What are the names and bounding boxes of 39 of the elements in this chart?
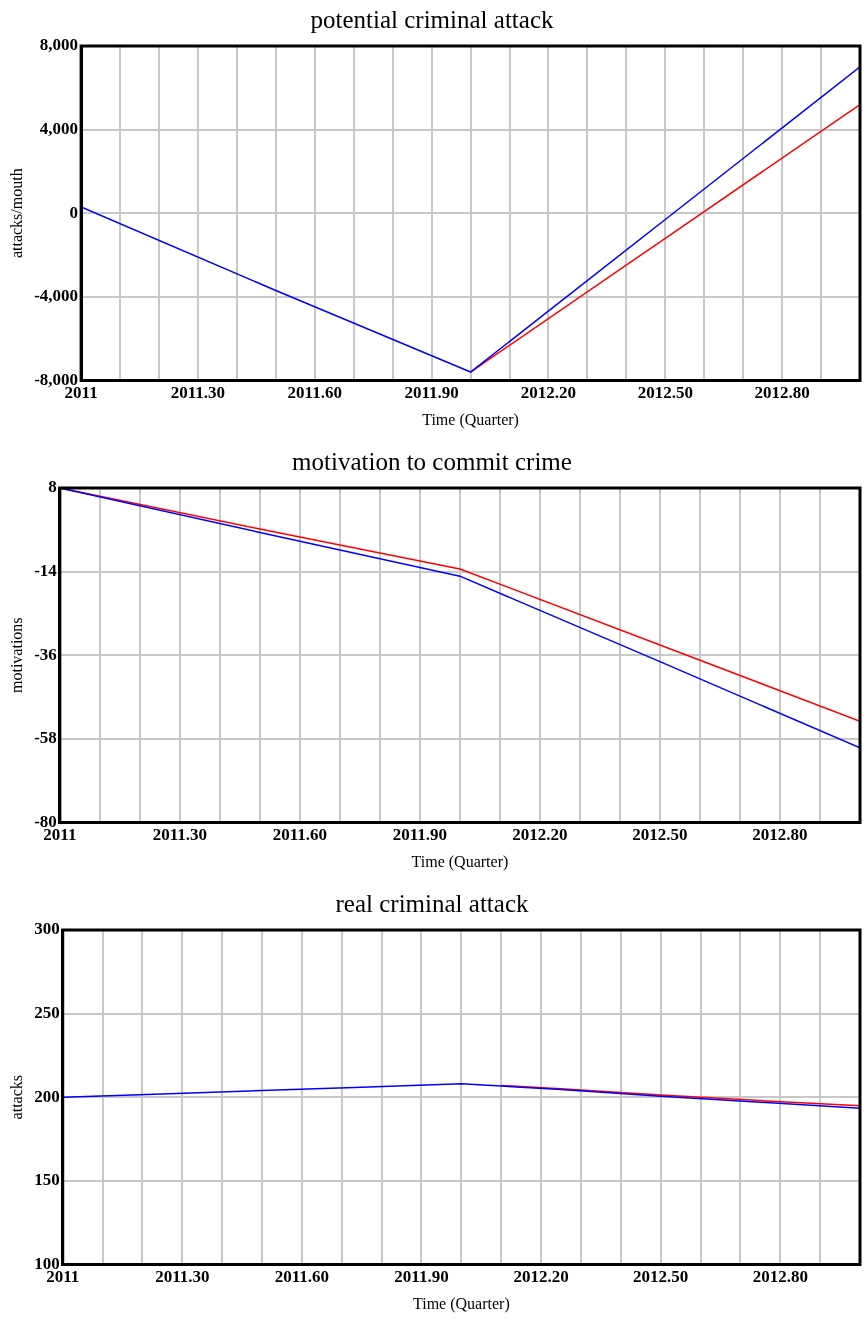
x-tick-label: 2012.20 xyxy=(513,1266,569,1286)
x-tick-label: 2012.20 xyxy=(520,382,577,402)
y-axis-title: attacks/mouth xyxy=(7,168,25,259)
x-tick-label: 2012.50 xyxy=(637,382,693,402)
x-axis-title: Time (Quarter) xyxy=(411,852,509,871)
y-tick-label: -4,000 xyxy=(34,286,79,306)
y-tick-label: 300 xyxy=(34,919,60,939)
x-tick-label: 2012.80 xyxy=(754,382,810,402)
y-tick-label: 250 xyxy=(34,1002,60,1022)
x-tick-label: 2012.80 xyxy=(752,824,808,844)
y-tick-label: -36 xyxy=(34,644,57,664)
x-tick-label: 2011.90 xyxy=(404,382,459,402)
x-tick-label: 2011.60 xyxy=(274,1266,330,1286)
chart-title: motivation to commit crime xyxy=(292,447,572,475)
x-axis-title: Time (Quarter) xyxy=(412,1294,510,1313)
x-tick-label: 2011.60 xyxy=(272,824,328,844)
x-tick-label: 2011.90 xyxy=(392,824,448,844)
y-tick-label: 8,000 xyxy=(39,35,79,55)
y-tick-label: -14 xyxy=(34,560,58,580)
y-tick-label: 200 xyxy=(34,1086,60,1106)
y-tick-label: 4,000 xyxy=(39,118,79,138)
x-tick-label: 2012.50 xyxy=(632,824,688,844)
y-tick-label: 8 xyxy=(48,477,57,497)
x-tick-label: 2011.30 xyxy=(155,1266,210,1286)
chart-title: real criminal attack xyxy=(335,889,529,917)
x-tick-label: 2011.60 xyxy=(287,382,342,402)
y-tick-label: -58 xyxy=(34,728,57,748)
y-tick-label: 0 xyxy=(69,202,79,222)
y-tick-label: 150 xyxy=(34,1170,60,1190)
y-axis-title: motivations xyxy=(7,617,25,693)
x-tick-label: 2011.90 xyxy=(394,1266,449,1286)
x-tick-label: 2012.20 xyxy=(512,824,568,844)
x-tick-label: 2011.30 xyxy=(170,382,226,402)
x-tick-label: 2012.50 xyxy=(633,1266,689,1286)
y-axis-title: attacks xyxy=(7,1074,25,1120)
x-tick-label: 2012.80 xyxy=(752,1266,808,1286)
x-axis-title: Time (Quarter) xyxy=(422,410,519,429)
x-tick-label: 2011.30 xyxy=(152,824,208,844)
chart-title: potential criminal attack xyxy=(310,5,554,33)
